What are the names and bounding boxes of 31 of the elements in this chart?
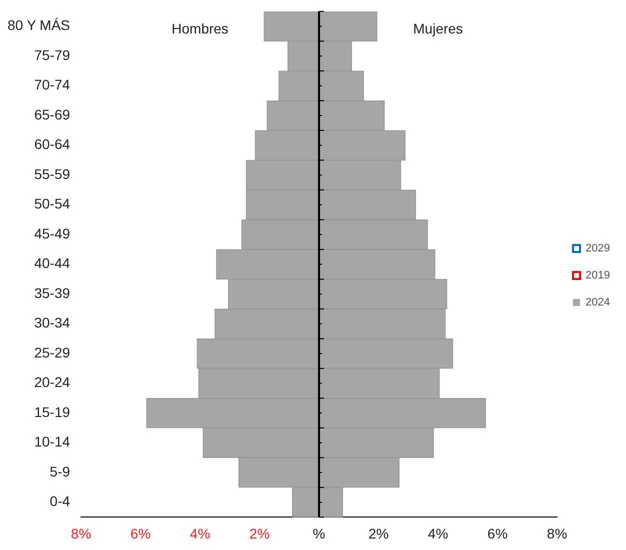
y-tick-label: 70-74 [34,76,70,93]
y-tick-label: 10-14 [34,434,70,450]
x-tick-label: 8% [546,525,568,542]
x-tick-label: 6% [130,525,151,542]
y-tick-label: 40-44 [34,255,70,272]
y-tick-label: 35-39 [34,284,70,301]
y-tick-label: 15-19 [34,404,70,420]
legend-label: 2024 [586,296,610,309]
y-tick-label: 0-4 [50,493,70,510]
x-tick-label: 8% [70,525,92,542]
legend-label: 2029 [586,242,610,255]
y-tick-label: 50-54 [34,196,70,212]
y-tick-label: 60-64 [34,136,70,152]
legend-label: 2019 [586,270,610,282]
x-tick-label: 2% [368,525,389,542]
y-tick-label: 30-34 [34,314,70,331]
x-tick-label: 4% [428,525,448,542]
y-tick-label: 75-79 [34,46,70,63]
x-tick-label: % [312,525,326,542]
y-tick-label: 65-69 [34,106,70,122]
y-tick-label: 55-59 [34,166,70,182]
y-tick-label: 45-49 [34,225,70,242]
x-tick-label: 4% [190,525,210,542]
y-tick-label: 80 Y MÁS [7,17,70,34]
x-tick-label: 2% [249,525,270,542]
y-tick-label: 5-9 [50,463,70,480]
x-tick-label: 6% [487,525,508,542]
y-tick-label: 20-24 [34,374,70,390]
annotation: Hombres [172,20,228,36]
annotation: Mujeres [413,20,463,36]
y-tick-label: 25-29 [34,344,70,360]
